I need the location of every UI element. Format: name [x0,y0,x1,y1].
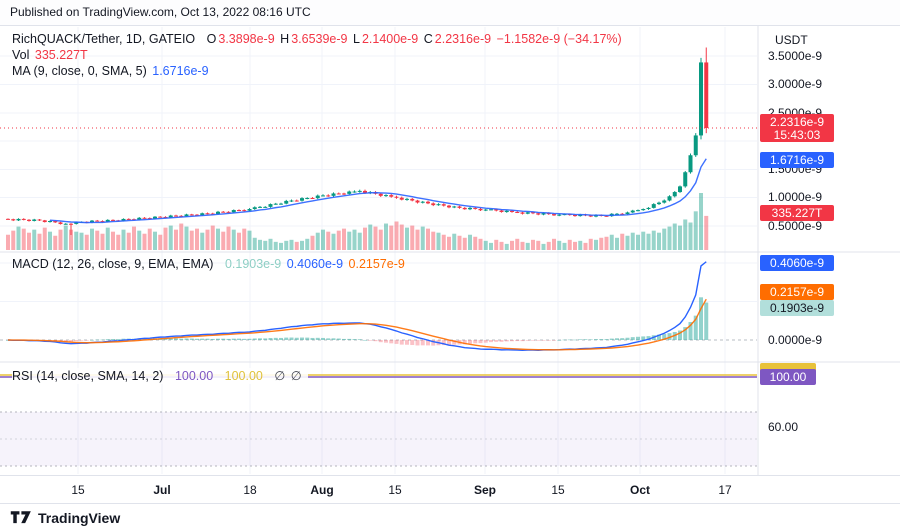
vol-value: 335.227T [34,48,88,62]
rsi-legend: RSI (14, close, SMA, 14, 2) [12,369,164,383]
rsi-tick-60: 60.00 [768,420,799,434]
macd-hist-badge: 0.1903e-9 [760,300,834,316]
ohlc-open-value: 3.3898e-9 [218,32,275,46]
macd-signal-value: 0.2157e-9 [348,257,405,271]
currency-label: USDT [775,33,808,47]
x-tick-sep: Sep [473,483,497,497]
macd-legend-row: MACD (12, 26, close, 9, EMA, EMA) 0.1903… [12,256,407,272]
ohlc-high-value: 3.6539e-9 [291,32,348,46]
x-tick-17: 17 [718,483,732,497]
rsi-badge: 100.00 [760,369,816,385]
macd-hist-value: 0.1903e-9 [224,257,282,271]
ohlc-low-value: 2.1400e-9 [361,32,419,46]
macd-line-value: 0.4060e-9 [286,257,344,271]
volume-badge: 335.227T [760,205,834,221]
bar-countdown: 15:43:03 [773,128,821,142]
x-tick-18: 18 [243,483,257,497]
volume-legend-row: Vol 335.227T [12,47,90,63]
x-tick-15: 15 [71,483,85,497]
x-tick-oct: Oct [629,483,651,497]
ohlc-high-label: H [280,32,290,46]
published-bar: Published on TradingView.com, Oct 13, 20… [0,0,900,26]
last-price-value: 2.2316e-9 [769,115,825,129]
rsi-legend-row: RSI (14, close, SMA, 14, 2) 100.00 100.0… [12,368,308,384]
x-tick-jul: Jul [153,483,171,497]
ma-value: 1.6716e-9 [152,64,209,78]
rsi-value: 100.00 [174,369,214,383]
last-price-badge: 2.2316e-9 15:43:03 [760,114,834,142]
published-text: Published on TradingView.com, Oct 13, 20… [10,5,311,19]
price-tick-0-5: 0.5000e-9 [768,219,823,233]
ohlc-open-label: O [206,32,217,46]
rsi-null-1: ∅ [274,369,286,383]
ma-legend-row: MA (9, close, 0, SMA, 5) 1.6716e-9 [12,63,211,79]
price-tick-1-0: 1.0000e-9 [768,190,823,204]
symbol-title: RichQUACK/Tether, 1D, GATEIO [12,32,196,46]
macd-signal-badge: 0.2157e-9 [760,284,834,300]
time-axis[interactable]: 15 Jul 18 Aug 15 Sep 15 Oct 17 [0,475,900,503]
macd-zero-tick: 0.0000e-9 [768,333,823,347]
rsi-ma-value: 100.00 [224,369,263,383]
vol-label: Vol [12,48,30,62]
tradingview-logo-icon[interactable] [10,510,32,525]
ohlc-close-label: C [423,32,433,46]
macd-legend: MACD (12, 26, close, 9, EMA, EMA) [12,257,214,271]
ohlc-low-label: L [353,32,360,46]
footer-bar: TradingView [0,503,900,531]
ma-label: MA (9, close, 0, SMA, 5) [12,64,147,78]
macd-line-badge: 0.4060e-9 [760,255,834,271]
price-tick-3-5: 3.5000e-9 [768,49,823,63]
tradingview-brand[interactable]: TradingView [38,509,121,526]
price-tick-3-0: 3.0000e-9 [768,77,823,91]
rsi-null-2: ∅ [290,369,302,383]
symbol-legend-row: RichQUACK/Tether, 1D, GATEIO O 3.3898e-9 … [12,31,624,47]
x-tick-15: 15 [551,483,565,497]
change-value: −1.1582e-9 (−34.17%) [496,32,622,46]
x-tick-15: 15 [388,483,402,497]
ma-price-badge: 1.6716e-9 [760,152,834,168]
ohlc-close-value: 2.2316e-9 [434,32,492,46]
x-tick-aug: Aug [310,483,334,497]
